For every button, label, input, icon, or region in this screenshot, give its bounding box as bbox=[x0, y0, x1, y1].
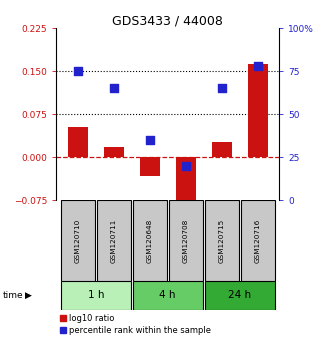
Point bbox=[183, 163, 188, 169]
Bar bbox=[61, 200, 95, 281]
Text: GSM120711: GSM120711 bbox=[111, 218, 117, 263]
Bar bbox=[205, 200, 239, 281]
Title: GDS3433 / 44008: GDS3433 / 44008 bbox=[112, 14, 223, 27]
Bar bbox=[176, 157, 195, 212]
Text: GSM120648: GSM120648 bbox=[147, 218, 153, 263]
Text: GSM120716: GSM120716 bbox=[255, 218, 261, 263]
Point bbox=[111, 86, 116, 91]
Point bbox=[147, 137, 152, 143]
Bar bbox=[205, 281, 274, 310]
Bar bbox=[140, 157, 160, 176]
Text: ▶: ▶ bbox=[25, 291, 32, 300]
Bar bbox=[68, 127, 88, 157]
Point bbox=[219, 86, 224, 91]
Bar bbox=[248, 64, 268, 157]
Text: GSM120715: GSM120715 bbox=[219, 218, 225, 263]
Legend: log10 ratio, percentile rank within the sample: log10 ratio, percentile rank within the … bbox=[60, 314, 211, 335]
Bar bbox=[97, 200, 131, 281]
Bar bbox=[212, 142, 231, 157]
Bar bbox=[133, 281, 203, 310]
Bar bbox=[61, 281, 131, 310]
Bar bbox=[104, 147, 124, 157]
Bar bbox=[241, 200, 274, 281]
Bar bbox=[169, 200, 203, 281]
Text: 24 h: 24 h bbox=[228, 290, 251, 301]
Bar bbox=[133, 200, 167, 281]
Text: 4 h: 4 h bbox=[160, 290, 176, 301]
Text: 1 h: 1 h bbox=[88, 290, 104, 301]
Text: time: time bbox=[3, 291, 24, 300]
Text: GSM120708: GSM120708 bbox=[183, 218, 189, 263]
Text: GSM120710: GSM120710 bbox=[75, 218, 81, 263]
Point bbox=[255, 63, 260, 69]
Point bbox=[75, 68, 80, 74]
